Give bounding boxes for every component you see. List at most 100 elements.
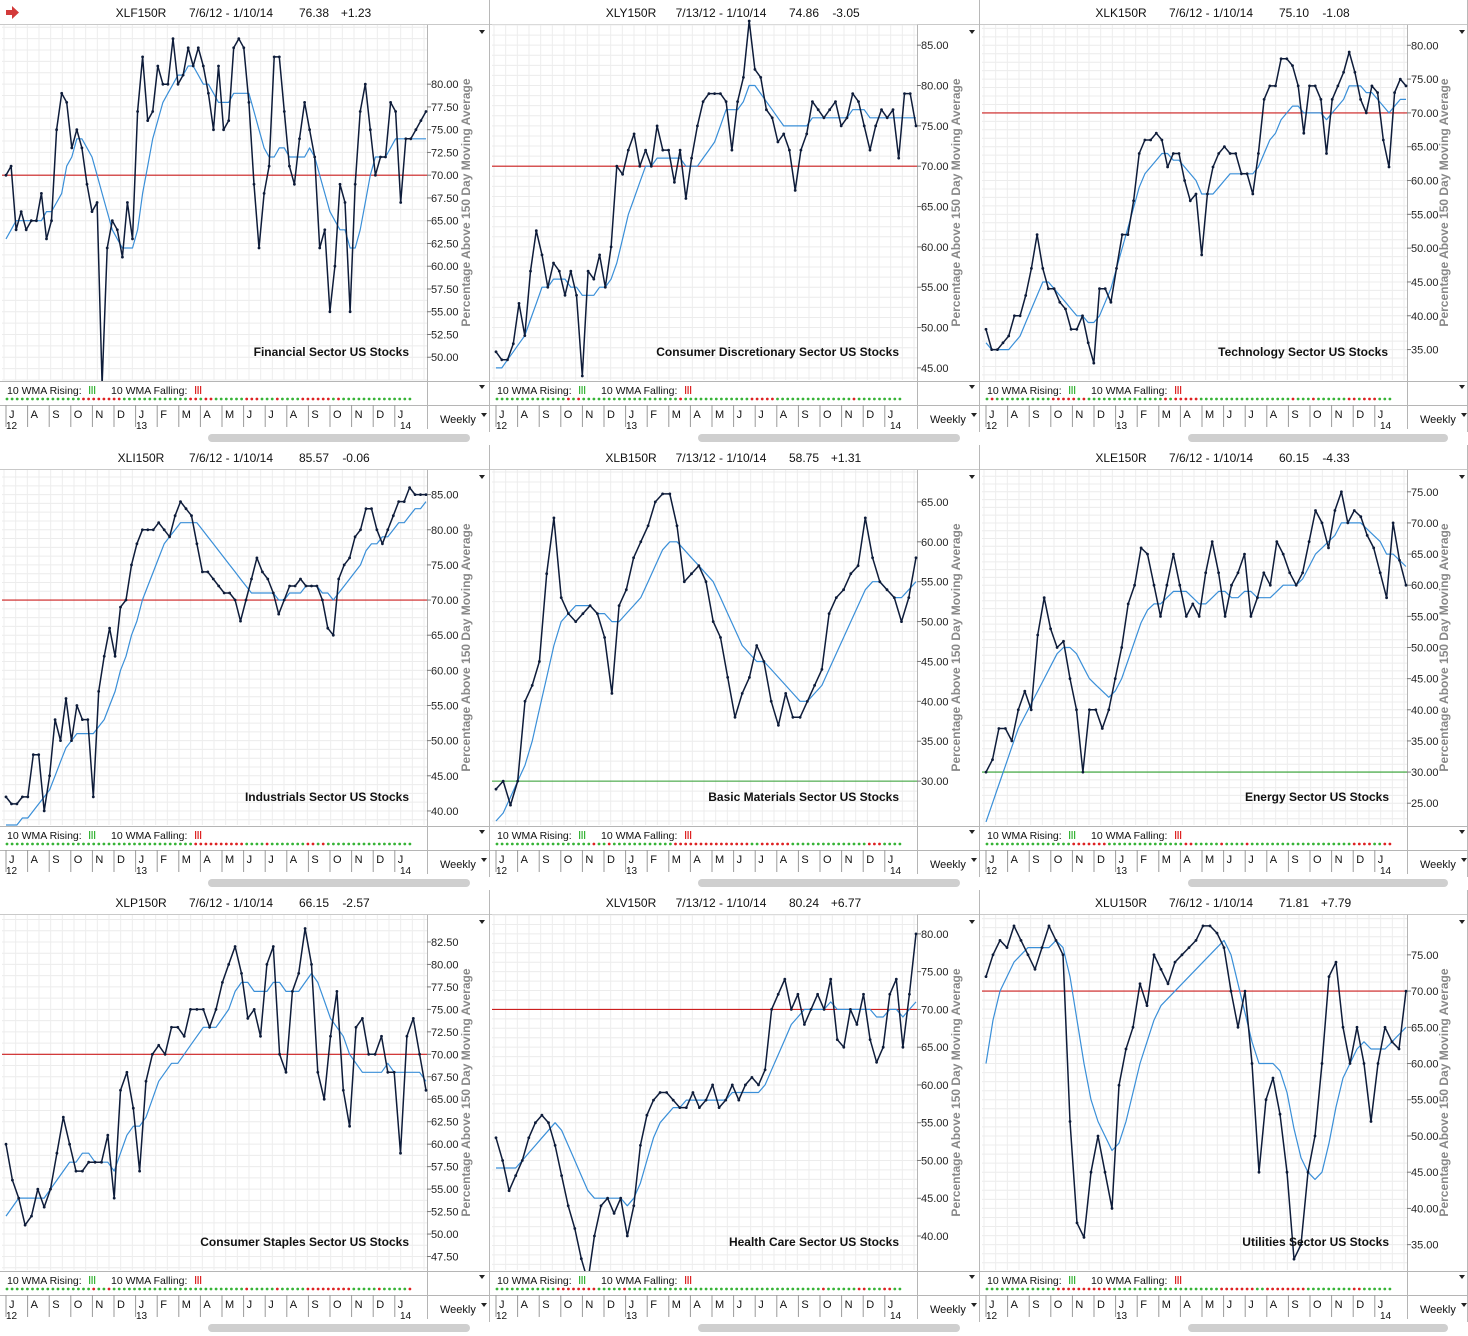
axis-menu-icon[interactable] — [1459, 30, 1465, 34]
data-point — [592, 277, 596, 281]
scrollbar-thumb[interactable] — [698, 879, 960, 887]
wma-dot — [760, 1287, 764, 1291]
data-point — [494, 787, 498, 791]
axis-menu-icon[interactable] — [969, 920, 975, 924]
strip-menu-icon[interactable] — [969, 385, 975, 389]
period-dropdown-icon[interactable] — [481, 858, 487, 862]
y-tick-label: 75.00 — [921, 121, 949, 133]
period-dropdown-icon[interactable] — [481, 1303, 487, 1307]
data-point — [1113, 677, 1117, 680]
scrollbar-thumb[interactable] — [208, 879, 470, 887]
percentage-points — [494, 492, 918, 807]
wma-dot — [510, 397, 514, 401]
data-point — [308, 128, 311, 132]
rising-label: 10 WMA Rising: — [497, 830, 572, 842]
axis-menu-icon[interactable] — [479, 475, 485, 479]
wma-dot — [82, 1287, 85, 1291]
scrollbar-thumb[interactable] — [698, 1324, 960, 1332]
month-label: J — [758, 854, 764, 866]
wma-dot — [173, 842, 177, 846]
data-point — [684, 1106, 688, 1109]
period-dropdown-icon[interactable] — [1461, 858, 1467, 862]
y-tick-label: 80.00 — [921, 929, 949, 941]
data-point — [690, 572, 693, 576]
wma-dot — [526, 1287, 529, 1291]
strip-menu-icon[interactable] — [1459, 385, 1465, 389]
gridlines — [2, 470, 427, 825]
data-point — [675, 524, 679, 528]
wma-dot — [367, 397, 371, 401]
y-tick-label: 55.00 — [921, 282, 949, 294]
strip-menu-icon[interactable] — [479, 830, 485, 834]
data-point — [1120, 233, 1124, 237]
month-label: J — [629, 854, 635, 866]
data-point — [414, 128, 418, 132]
wma-dot — [577, 1287, 580, 1291]
axis-menu-icon[interactable] — [1459, 920, 1465, 924]
strip-menu-icon[interactable] — [479, 1275, 485, 1279]
strip-menu-icon[interactable] — [969, 1275, 975, 1279]
falling-marker — [195, 1276, 197, 1284]
scrollbar-thumb[interactable] — [698, 434, 960, 442]
wma-dot — [1306, 1287, 1310, 1291]
wma-dot — [1250, 842, 1254, 846]
scrollbar-thumb[interactable] — [1188, 434, 1448, 442]
wma-dot — [199, 842, 203, 846]
axis-menu-icon[interactable] — [969, 475, 975, 479]
data-point — [560, 1174, 563, 1177]
data-point — [1256, 596, 1259, 600]
data-point — [1173, 960, 1177, 964]
data-point — [222, 591, 226, 595]
chart-symbol: XLV150R — [606, 896, 657, 910]
period-dropdown-icon[interactable] — [1461, 1303, 1467, 1307]
wma-dot — [1210, 842, 1213, 846]
wma-dot — [82, 397, 85, 401]
axis-menu-icon[interactable] — [479, 30, 485, 34]
period-dropdown-icon[interactable] — [481, 413, 487, 417]
wma-dot — [623, 842, 626, 846]
period-dropdown-icon[interactable] — [971, 1303, 977, 1307]
data-point — [265, 963, 269, 966]
falling-label: 10 WMA Falling: — [601, 385, 677, 397]
data-point — [1325, 152, 1328, 155]
data-point — [55, 1151, 59, 1155]
data-point — [769, 699, 773, 703]
data-point — [244, 598, 248, 602]
scrollbar-thumb[interactable] — [1188, 1324, 1448, 1332]
x-axis: J A S O N D J F M A M J J A S O N D J12 13 14 — [5, 1295, 412, 1322]
period-select: Weekly — [440, 859, 476, 871]
wma-dot — [255, 842, 259, 846]
arrow-right-icon[interactable] — [6, 6, 19, 19]
period-dropdown-icon[interactable] — [971, 858, 977, 862]
strip-menu-icon[interactable] — [479, 385, 485, 389]
data-point — [1194, 939, 1198, 942]
month-label: F — [1140, 409, 1147, 421]
scrollbar-thumb[interactable] — [1188, 879, 1448, 887]
strip-menu-icon[interactable] — [1459, 1275, 1465, 1279]
data-point — [112, 1196, 116, 1200]
axis-menu-icon[interactable] — [479, 920, 485, 924]
data-point — [1126, 602, 1130, 606]
data-point — [914, 124, 918, 128]
y-axis-title: Percentage Above 150 Day Moving Average — [459, 78, 473, 326]
strip-menu-icon[interactable] — [1459, 830, 1465, 834]
period-dropdown-icon[interactable] — [971, 413, 977, 417]
period-dropdown-icon[interactable] — [1461, 413, 1467, 417]
wma-dot — [408, 1287, 412, 1291]
data-point — [609, 245, 613, 249]
rising-marker — [1069, 1276, 1071, 1284]
strip-menu-icon[interactable] — [969, 830, 975, 834]
axis-menu-icon[interactable] — [1459, 475, 1465, 479]
data-point — [1208, 924, 1212, 928]
wma-dot — [495, 1287, 499, 1291]
year-label: 14 — [400, 866, 412, 877]
scrollbar-thumb[interactable] — [208, 1324, 470, 1332]
scrollbar-thumb[interactable] — [208, 434, 470, 442]
data-point — [48, 774, 51, 778]
wma-dot — [1067, 842, 1070, 846]
month-label: J — [9, 1299, 15, 1311]
data-point — [1353, 70, 1357, 74]
axis-menu-icon[interactable] — [969, 30, 975, 34]
wma-dot — [755, 1287, 759, 1291]
wma-dot — [516, 1287, 519, 1291]
